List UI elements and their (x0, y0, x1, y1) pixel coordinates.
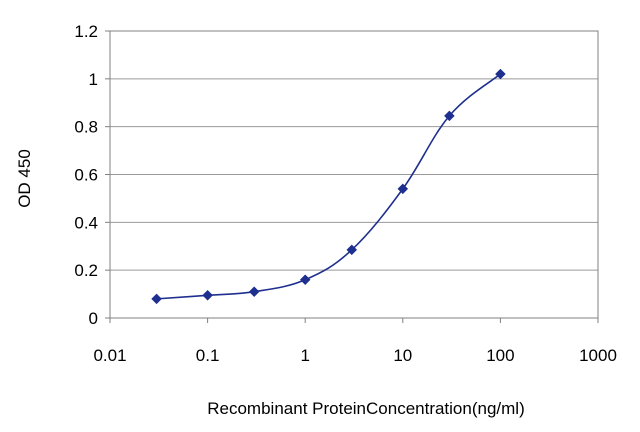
data-point-marker (202, 289, 213, 301)
y-tick-label: 0.8 (74, 118, 98, 137)
x-tick-label: 10 (393, 346, 412, 365)
data-point-marker (346, 244, 358, 256)
x-tick-label: 1000 (579, 346, 617, 365)
series-line (156, 73, 501, 300)
y-axis-label: OD 450 (15, 149, 34, 208)
x-tick-label: 0.1 (196, 346, 220, 365)
y-tick-label: 1.2 (74, 22, 98, 41)
x-tick-label: 100 (486, 346, 514, 365)
y-tick-label: 0.6 (74, 166, 98, 185)
data-point-marker (495, 68, 506, 80)
y-axis-ticks: 0 0.2 0.4 0.6 0.8 1 1.2 (74, 22, 110, 328)
x-tick-label: 1 (300, 346, 309, 365)
y-tick-label: 1 (89, 70, 98, 89)
data-point-marker (444, 110, 455, 122)
y-tick-label: 0.4 (74, 213, 98, 232)
x-tick-label: 0.01 (93, 346, 126, 365)
data-point-marker (151, 293, 162, 305)
series-group (151, 68, 506, 305)
data-point-marker (299, 274, 311, 286)
y-tick-label: 0.2 (74, 261, 98, 280)
y-tick-label: 0 (89, 309, 98, 328)
grid-lines (110, 30, 598, 271)
x-axis-ticks: 0.01 0.1 1 10 100 1000 (93, 318, 617, 365)
data-point-marker (397, 183, 409, 195)
data-point-marker (248, 286, 260, 298)
x-axis-label: Recombinant ProteinConcentration(ng/ml) (207, 399, 525, 418)
